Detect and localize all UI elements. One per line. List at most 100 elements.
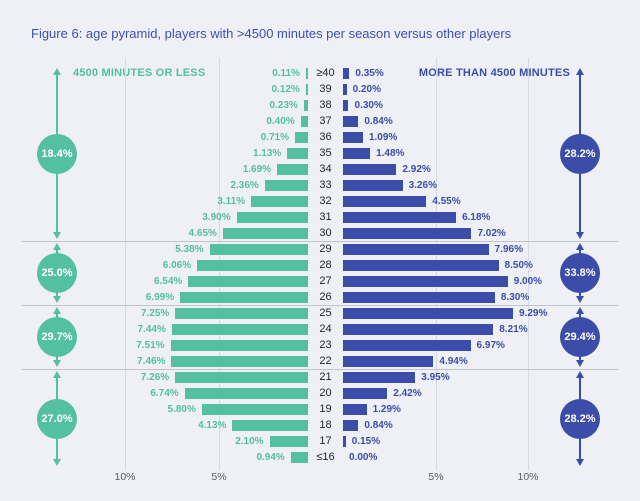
bar-right bbox=[343, 388, 388, 399]
arrow-down-icon bbox=[53, 360, 61, 367]
bar-left bbox=[264, 180, 308, 191]
bar-right bbox=[343, 68, 350, 79]
right-value-label: 9.00% bbox=[513, 276, 543, 287]
bar-left bbox=[269, 436, 308, 447]
group-total-badge-left: 25.0% bbox=[37, 253, 77, 293]
right-value-label: 0.35% bbox=[355, 68, 384, 79]
right-value-label: 9.29% bbox=[519, 308, 548, 319]
left-value-label: 4.13% bbox=[198, 420, 227, 431]
left-value-label: 2.10% bbox=[235, 436, 264, 447]
bar-right bbox=[343, 372, 416, 383]
bar-right bbox=[343, 420, 359, 431]
age-label: 30 bbox=[319, 227, 332, 239]
right-value-label: 6.97% bbox=[476, 340, 505, 351]
right-value-label: 0.84% bbox=[364, 420, 393, 431]
age-label: 38 bbox=[319, 99, 332, 111]
axis-gridline bbox=[125, 58, 126, 470]
bar-right bbox=[343, 260, 499, 271]
bar-right bbox=[343, 148, 371, 159]
left-value-label: 5.80% bbox=[167, 404, 196, 415]
bar-right bbox=[343, 276, 508, 287]
arrow-up-icon bbox=[53, 307, 61, 314]
arrow-down-icon bbox=[53, 232, 61, 239]
group-total-badge-left: 27.0% bbox=[37, 398, 77, 439]
age-label: 37 bbox=[319, 115, 332, 127]
bar-right bbox=[343, 180, 403, 191]
bar-left bbox=[236, 212, 308, 223]
left-value-label: 2.36% bbox=[230, 180, 259, 191]
bar-left bbox=[197, 260, 308, 271]
bar-left bbox=[171, 356, 308, 367]
age-label: 25 bbox=[319, 307, 332, 319]
group-total-badge-right: 28.2% bbox=[560, 133, 600, 174]
bar-right bbox=[343, 212, 457, 223]
left-value-label: 0.40% bbox=[266, 116, 295, 127]
bar-left bbox=[175, 372, 308, 383]
bar-left bbox=[290, 452, 308, 463]
arrow-up-icon bbox=[53, 68, 61, 75]
left-value-label: 7.26% bbox=[140, 372, 170, 383]
arrow-up-icon bbox=[576, 68, 584, 75]
arrow-up-icon bbox=[53, 371, 61, 378]
bar-left bbox=[287, 148, 308, 159]
bar-right bbox=[343, 244, 489, 255]
left-value-label: 5.38% bbox=[175, 244, 204, 255]
axis-tick-label: 10% bbox=[517, 471, 539, 483]
arrow-down-icon bbox=[53, 459, 61, 466]
bar-left bbox=[188, 276, 308, 287]
group-total-badge-right: 33.8% bbox=[560, 253, 600, 293]
bar-right bbox=[343, 340, 471, 351]
arrow-up-icon bbox=[53, 243, 61, 250]
left-value-label: 0.71% bbox=[260, 132, 290, 143]
bar-left bbox=[222, 228, 308, 239]
age-label: 22 bbox=[319, 355, 332, 367]
group-total-badge-left: 18.4% bbox=[37, 133, 77, 174]
right-value-label: 0.15% bbox=[351, 436, 381, 447]
axis-tick-label: 10% bbox=[114, 471, 136, 483]
left-value-label: 6.99% bbox=[145, 292, 175, 303]
left-value-label: 7.25% bbox=[140, 308, 170, 319]
right-value-label: 8.50% bbox=[504, 260, 533, 271]
left-value-label: 3.90% bbox=[202, 212, 231, 223]
bar-right bbox=[343, 308, 513, 319]
age-label: 34 bbox=[319, 163, 332, 175]
right-value-label: 2.42% bbox=[393, 388, 422, 399]
left-value-label: 0.11% bbox=[272, 68, 300, 79]
left-series-header: 4500 MINUTES OR LESS bbox=[73, 67, 206, 79]
right-value-label: 7.02% bbox=[477, 228, 506, 239]
axis-tick-label: 5% bbox=[211, 471, 227, 483]
arrow-up-icon bbox=[576, 307, 584, 314]
bar-left bbox=[170, 340, 308, 351]
right-value-label: 4.55% bbox=[432, 196, 461, 207]
age-label: 27 bbox=[319, 275, 332, 287]
bar-left bbox=[303, 100, 308, 111]
bar-right bbox=[343, 116, 359, 127]
group-total-badge-right: 29.4% bbox=[560, 317, 600, 357]
age-label: 29 bbox=[319, 243, 332, 255]
right-value-label: 8.30% bbox=[500, 292, 530, 303]
left-value-label: 0.12% bbox=[271, 84, 300, 95]
age-label: 17 bbox=[319, 435, 332, 447]
left-value-label: 4.65% bbox=[188, 228, 217, 239]
bar-left bbox=[171, 324, 308, 335]
arrow-down-icon bbox=[576, 296, 584, 303]
age-label: 32 bbox=[319, 195, 332, 207]
right-value-label: 0.20% bbox=[352, 84, 382, 95]
left-value-label: 0.94% bbox=[256, 452, 285, 463]
arrow-up-icon bbox=[576, 371, 584, 378]
right-value-label: 7.96% bbox=[494, 244, 524, 255]
bar-right bbox=[343, 132, 363, 143]
left-value-label: 0.23% bbox=[269, 100, 298, 111]
bar-right bbox=[343, 196, 427, 207]
age-label: 31 bbox=[319, 211, 332, 223]
age-label: 33 bbox=[319, 179, 332, 191]
arrow-up-icon bbox=[576, 243, 584, 250]
group-total-badge-left: 29.7% bbox=[37, 317, 77, 357]
figure-title: Figure 6: age pyramid, players with >450… bbox=[31, 26, 512, 41]
bar-left bbox=[300, 116, 308, 127]
group-total-badge-right: 28.2% bbox=[560, 398, 600, 439]
arrow-down-icon bbox=[576, 232, 584, 239]
right-value-label: 3.26% bbox=[408, 180, 438, 191]
age-label: ≤16 bbox=[316, 451, 335, 463]
